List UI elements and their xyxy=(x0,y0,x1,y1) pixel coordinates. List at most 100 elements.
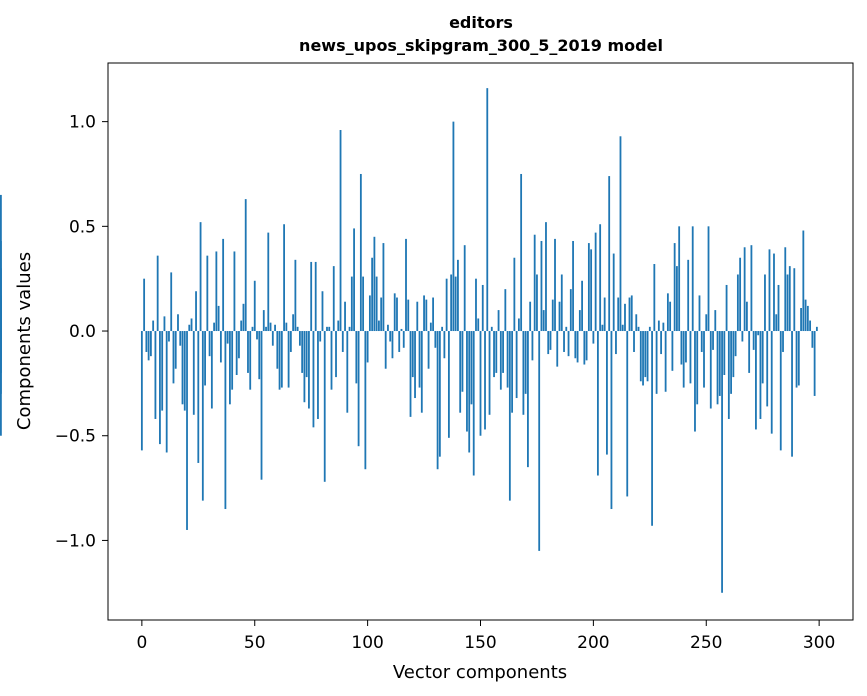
bar xyxy=(210,331,213,409)
bar xyxy=(208,331,211,357)
bar xyxy=(0,194,2,332)
bar xyxy=(204,331,206,386)
chart-subtitle: news_upos_skipgram_300_5_2019 model xyxy=(299,36,663,55)
bar xyxy=(317,331,319,419)
bar xyxy=(540,240,543,332)
bar xyxy=(578,310,581,332)
bar xyxy=(253,280,256,332)
bar xyxy=(159,331,161,445)
bar xyxy=(497,310,500,332)
bar xyxy=(411,331,414,378)
bar xyxy=(156,255,159,332)
bar xyxy=(678,226,681,332)
bar xyxy=(420,331,423,413)
bar xyxy=(698,295,701,332)
bar xyxy=(450,274,453,332)
bar xyxy=(219,331,222,363)
y-tick-label: −1.0 xyxy=(55,531,96,551)
bar xyxy=(285,322,288,332)
bar xyxy=(529,301,532,332)
bar xyxy=(655,331,658,394)
bar xyxy=(387,324,389,332)
bar xyxy=(438,331,441,457)
bar xyxy=(269,322,272,332)
bar xyxy=(378,320,380,332)
bar xyxy=(384,331,387,369)
bar xyxy=(355,331,358,384)
bar xyxy=(741,331,744,342)
bar xyxy=(262,310,265,332)
bar xyxy=(249,331,252,390)
bar xyxy=(488,331,491,415)
bar xyxy=(779,331,782,451)
bar xyxy=(581,280,583,332)
bar xyxy=(531,331,534,361)
bar xyxy=(321,291,324,332)
bar xyxy=(447,331,450,438)
bar xyxy=(691,226,694,332)
bar xyxy=(260,331,263,480)
bar xyxy=(226,331,229,344)
bar xyxy=(292,314,295,332)
bar xyxy=(335,331,337,378)
bar xyxy=(610,331,613,510)
x-tick-label: 200 xyxy=(577,633,609,653)
bar xyxy=(709,331,712,409)
bar xyxy=(527,331,529,468)
bar xyxy=(423,295,425,332)
bar xyxy=(152,320,155,332)
bar xyxy=(777,284,780,332)
bar xyxy=(533,234,536,332)
bar xyxy=(407,299,410,332)
bar xyxy=(147,331,150,361)
bar xyxy=(242,303,245,332)
bar xyxy=(786,274,789,332)
bar xyxy=(745,301,748,332)
bar xyxy=(770,331,773,434)
bar xyxy=(791,331,793,457)
bar xyxy=(258,331,261,380)
bar xyxy=(748,331,751,373)
bar xyxy=(283,224,285,332)
bar xyxy=(197,331,200,463)
bar xyxy=(599,224,602,332)
bar xyxy=(718,331,721,396)
bar xyxy=(181,331,184,405)
bar xyxy=(357,331,360,447)
bar xyxy=(630,295,633,332)
x-tick-label: 250 xyxy=(690,633,722,653)
bar xyxy=(326,326,328,332)
bar xyxy=(479,331,482,436)
y-tick-label: 0.0 xyxy=(69,322,96,342)
bar xyxy=(350,276,353,332)
bar xyxy=(673,243,676,332)
bar xyxy=(549,331,552,350)
bar xyxy=(195,291,197,332)
bar xyxy=(567,331,570,357)
x-tick-label: 50 xyxy=(244,633,266,653)
bar xyxy=(140,331,143,451)
bar xyxy=(727,331,730,419)
x-tick-label: 300 xyxy=(803,633,835,653)
bar xyxy=(576,331,579,363)
bar xyxy=(477,318,480,332)
bar xyxy=(359,173,362,332)
bar xyxy=(484,331,486,430)
bar xyxy=(682,331,685,388)
bar xyxy=(508,331,511,501)
bar xyxy=(687,259,690,332)
bar xyxy=(276,331,279,369)
bar xyxy=(443,331,446,359)
bar xyxy=(445,278,448,332)
bar xyxy=(231,331,234,390)
bar xyxy=(642,331,644,386)
bar xyxy=(375,276,378,332)
bar xyxy=(714,310,717,332)
bar xyxy=(583,331,586,365)
bar xyxy=(172,331,175,384)
bar xyxy=(339,130,342,332)
bar xyxy=(400,328,403,332)
bar xyxy=(247,331,249,373)
bar xyxy=(344,301,346,332)
bar xyxy=(274,324,276,332)
